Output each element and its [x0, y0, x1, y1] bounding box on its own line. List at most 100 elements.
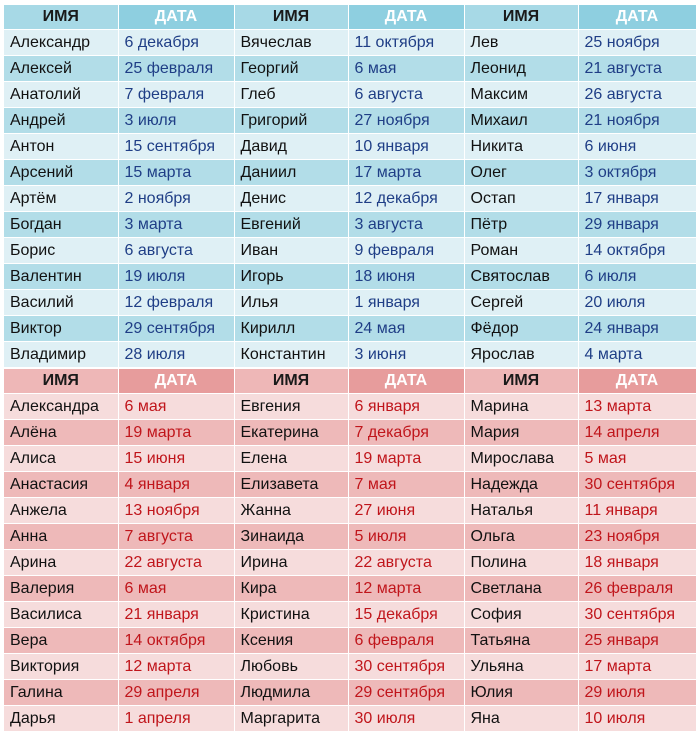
table-row: Богдан 3 марта Евгений 3 августа Пётр 29 янва… — [4, 211, 697, 238]
name-cell: Юлия — [464, 679, 579, 706]
date-cell: 11 января — [578, 497, 697, 524]
table-row: Галина 29 апреля Людмила 29 сентября Юлия 29 … — [4, 679, 697, 706]
name-cell: Елена — [234, 445, 349, 472]
name-cell: Святослав — [464, 263, 579, 290]
name-cell: Максим — [464, 81, 579, 108]
name-cell: Леонид — [464, 55, 579, 82]
date-cell: 26 февраля — [578, 575, 697, 602]
date-cell: 14 октября — [578, 237, 697, 264]
name-cell: Антон — [4, 133, 119, 160]
date-cell: 3 октября — [578, 159, 697, 186]
date-cell: 25 февраля — [118, 55, 235, 82]
name-cell: Дарья — [4, 705, 119, 732]
date-cell: 23 ноября — [578, 523, 697, 550]
name-cell: Иван — [234, 237, 349, 264]
name-cell: Екатерина — [234, 419, 349, 446]
date-cell: 3 марта — [118, 211, 235, 238]
date-cell: 30 сентября — [578, 471, 697, 498]
date-cell: 6 августа — [348, 81, 465, 108]
male-header-row: ИМЯ ДАТА ИМЯ ДАТА ИМЯ ДАТА — [4, 5, 697, 30]
table-row: Алексей 25 февраля Георгий 6 мая Леонид 21 ав… — [4, 55, 697, 82]
female-names-body: ИМЯ ДАТА ИМЯ ДАТА ИМЯ ДАТА Александра 6 м… — [4, 369, 697, 732]
table-row: Валентин 19 июля Игорь 18 июня Святослав 6 ию… — [4, 263, 697, 290]
date-cell: 22 августа — [118, 549, 235, 576]
name-cell: Ксения — [234, 627, 349, 654]
name-cell: Вячеслав — [234, 29, 349, 56]
name-cell: Константин — [234, 341, 349, 368]
table-row: Виктор 29 сентября Кирилл 24 мая Фёдор 24 янв… — [4, 315, 697, 342]
name-cell: Пётр — [464, 211, 579, 238]
date-cell: 19 марта — [348, 445, 465, 472]
table-row: Василиса 21 января Кристина 15 декабря София… — [4, 601, 697, 628]
name-cell: Маргарита — [234, 705, 349, 732]
name-cell: Марина — [464, 393, 579, 420]
name-cell: Виктор — [4, 315, 119, 342]
date-cell: 6 августа — [118, 237, 235, 264]
female-names-table: ИМЯ ДАТА ИМЯ ДАТА ИМЯ ДАТА Александра 6 м… — [4, 369, 697, 732]
table-row: Алёна 19 марта Екатерина 7 декабря Мария 14 а… — [4, 419, 697, 446]
name-cell: Полина — [464, 549, 579, 576]
name-cell: Евгений — [234, 211, 349, 238]
name-cell: Кира — [234, 575, 349, 602]
date-cell: 6 декабря — [118, 29, 235, 56]
name-cell: Василиса — [4, 601, 119, 628]
name-cell: Вера — [4, 627, 119, 654]
date-cell: 12 марта — [348, 575, 465, 602]
date-column-header: ДАТА — [118, 5, 235, 30]
date-column-header: ДАТА — [578, 369, 697, 394]
date-cell: 6 мая — [348, 55, 465, 82]
date-cell: 7 декабря — [348, 419, 465, 446]
name-cell: Галина — [4, 679, 119, 706]
name-cell: Ярослав — [464, 341, 579, 368]
name-cell: Надежда — [464, 471, 579, 498]
table-row: Александра 6 мая Евгения 6 января Марина 13 м… — [4, 393, 697, 420]
name-column-header: ИМЯ — [234, 5, 349, 30]
name-cell: Анна — [4, 523, 119, 550]
date-cell: 29 сентября — [118, 315, 235, 342]
date-cell: 20 июля — [578, 289, 697, 316]
name-cell: Роман — [464, 237, 579, 264]
name-cell: Михаил — [464, 107, 579, 134]
name-cell: Никита — [464, 133, 579, 160]
name-cell: Илья — [234, 289, 349, 316]
table-row: Андрей 3 июля Григорий 27 ноября Михаил 21 но… — [4, 107, 697, 134]
name-cell: Алиса — [4, 445, 119, 472]
table-row: Алиса 15 июня Елена 19 марта Мирослава 5 мая — [4, 445, 697, 472]
name-cell: Алёна — [4, 419, 119, 446]
date-cell: 13 ноября — [118, 497, 235, 524]
male-names-body: ИМЯ ДАТА ИМЯ ДАТА ИМЯ ДАТА Александр 6 де… — [4, 5, 697, 368]
female-header-row: ИМЯ ДАТА ИМЯ ДАТА ИМЯ ДАТА — [4, 369, 697, 394]
date-cell: 21 января — [118, 601, 235, 628]
date-cell: 5 мая — [578, 445, 697, 472]
date-cell: 24 мая — [348, 315, 465, 342]
date-cell: 3 августа — [348, 211, 465, 238]
date-cell: 19 марта — [118, 419, 235, 446]
date-cell: 6 февраля — [348, 627, 465, 654]
name-cell: Мария — [464, 419, 579, 446]
name-cell: Виктория — [4, 653, 119, 680]
table-row: Борис 6 августа Иван 9 февраля Роман 14 октяб… — [4, 237, 697, 264]
date-cell: 25 ноября — [578, 29, 697, 56]
name-cell: Кристина — [234, 601, 349, 628]
name-cell: Наталья — [464, 497, 579, 524]
name-cell: Ульяна — [464, 653, 579, 680]
date-cell: 24 января — [578, 315, 697, 342]
date-cell: 26 августа — [578, 81, 697, 108]
date-cell: 10 июля — [578, 705, 697, 732]
date-column-header: ДАТА — [348, 369, 465, 394]
name-cell: Артём — [4, 185, 119, 212]
name-cell: Анастасия — [4, 471, 119, 498]
date-cell: 3 июля — [118, 107, 235, 134]
table-row: Владимир 28 июля Константин 3 июня Ярослав 4 … — [4, 341, 697, 368]
name-cell: Анатолий — [4, 81, 119, 108]
date-cell: 12 февраля — [118, 289, 235, 316]
date-cell: 11 октября — [348, 29, 465, 56]
name-cell: Светлана — [464, 575, 579, 602]
name-cell: Ольга — [464, 523, 579, 550]
table-row: Анна 7 августа Зинаида 5 июля Ольга 23 ноября — [4, 523, 697, 550]
date-cell: 13 марта — [578, 393, 697, 420]
date-cell: 15 сентября — [118, 133, 235, 160]
table-row: Александр 6 декабря Вячеслав 11 октября Лев 2… — [4, 29, 697, 56]
date-cell: 6 июля — [578, 263, 697, 290]
date-cell: 6 июня — [578, 133, 697, 160]
